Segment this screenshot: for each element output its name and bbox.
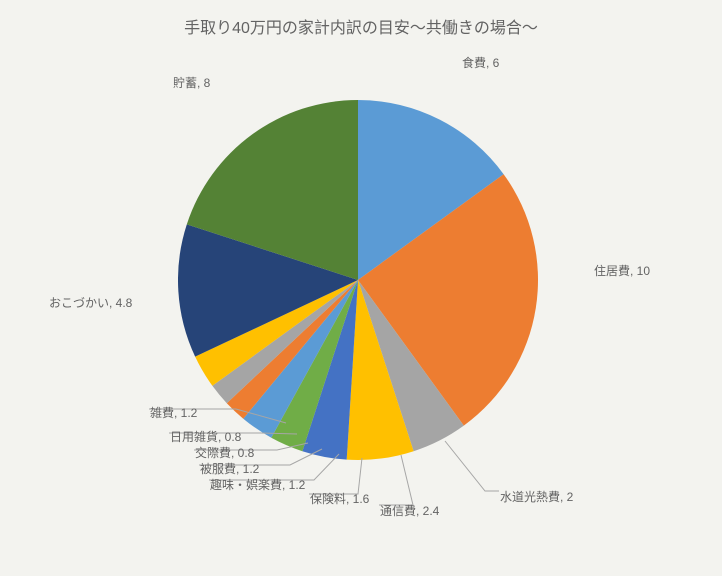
slice-label: 日用雑貨, 0.8: [170, 428, 241, 445]
leader-line: [445, 441, 499, 491]
slice-label: 被服費, 1.2: [200, 460, 259, 477]
slice-label: 住居費, 10: [594, 262, 650, 279]
leader-line: [379, 455, 413, 505]
slice-label: 雑費, 1.2: [150, 404, 197, 421]
slice-label: 交際費, 0.8: [195, 444, 254, 461]
pie-chart-container: 手取り40万円の家計内訳の目安〜共働きの場合〜 食費, 6住居費, 10水道光熱…: [0, 0, 722, 576]
slice-label: 貯蓄, 8: [173, 74, 210, 91]
slice-label: 通信費, 2.4: [380, 502, 439, 519]
leader-line: [309, 458, 362, 494]
slice-label: 食費, 6: [462, 54, 499, 71]
slice-label: 水道光熱費, 2: [500, 488, 573, 505]
slice-label: 趣味・娯楽費, 1.2: [210, 476, 305, 493]
slice-label: 保険料, 1.6: [310, 490, 369, 507]
slice-label: おこづかい, 4.8: [49, 294, 132, 311]
